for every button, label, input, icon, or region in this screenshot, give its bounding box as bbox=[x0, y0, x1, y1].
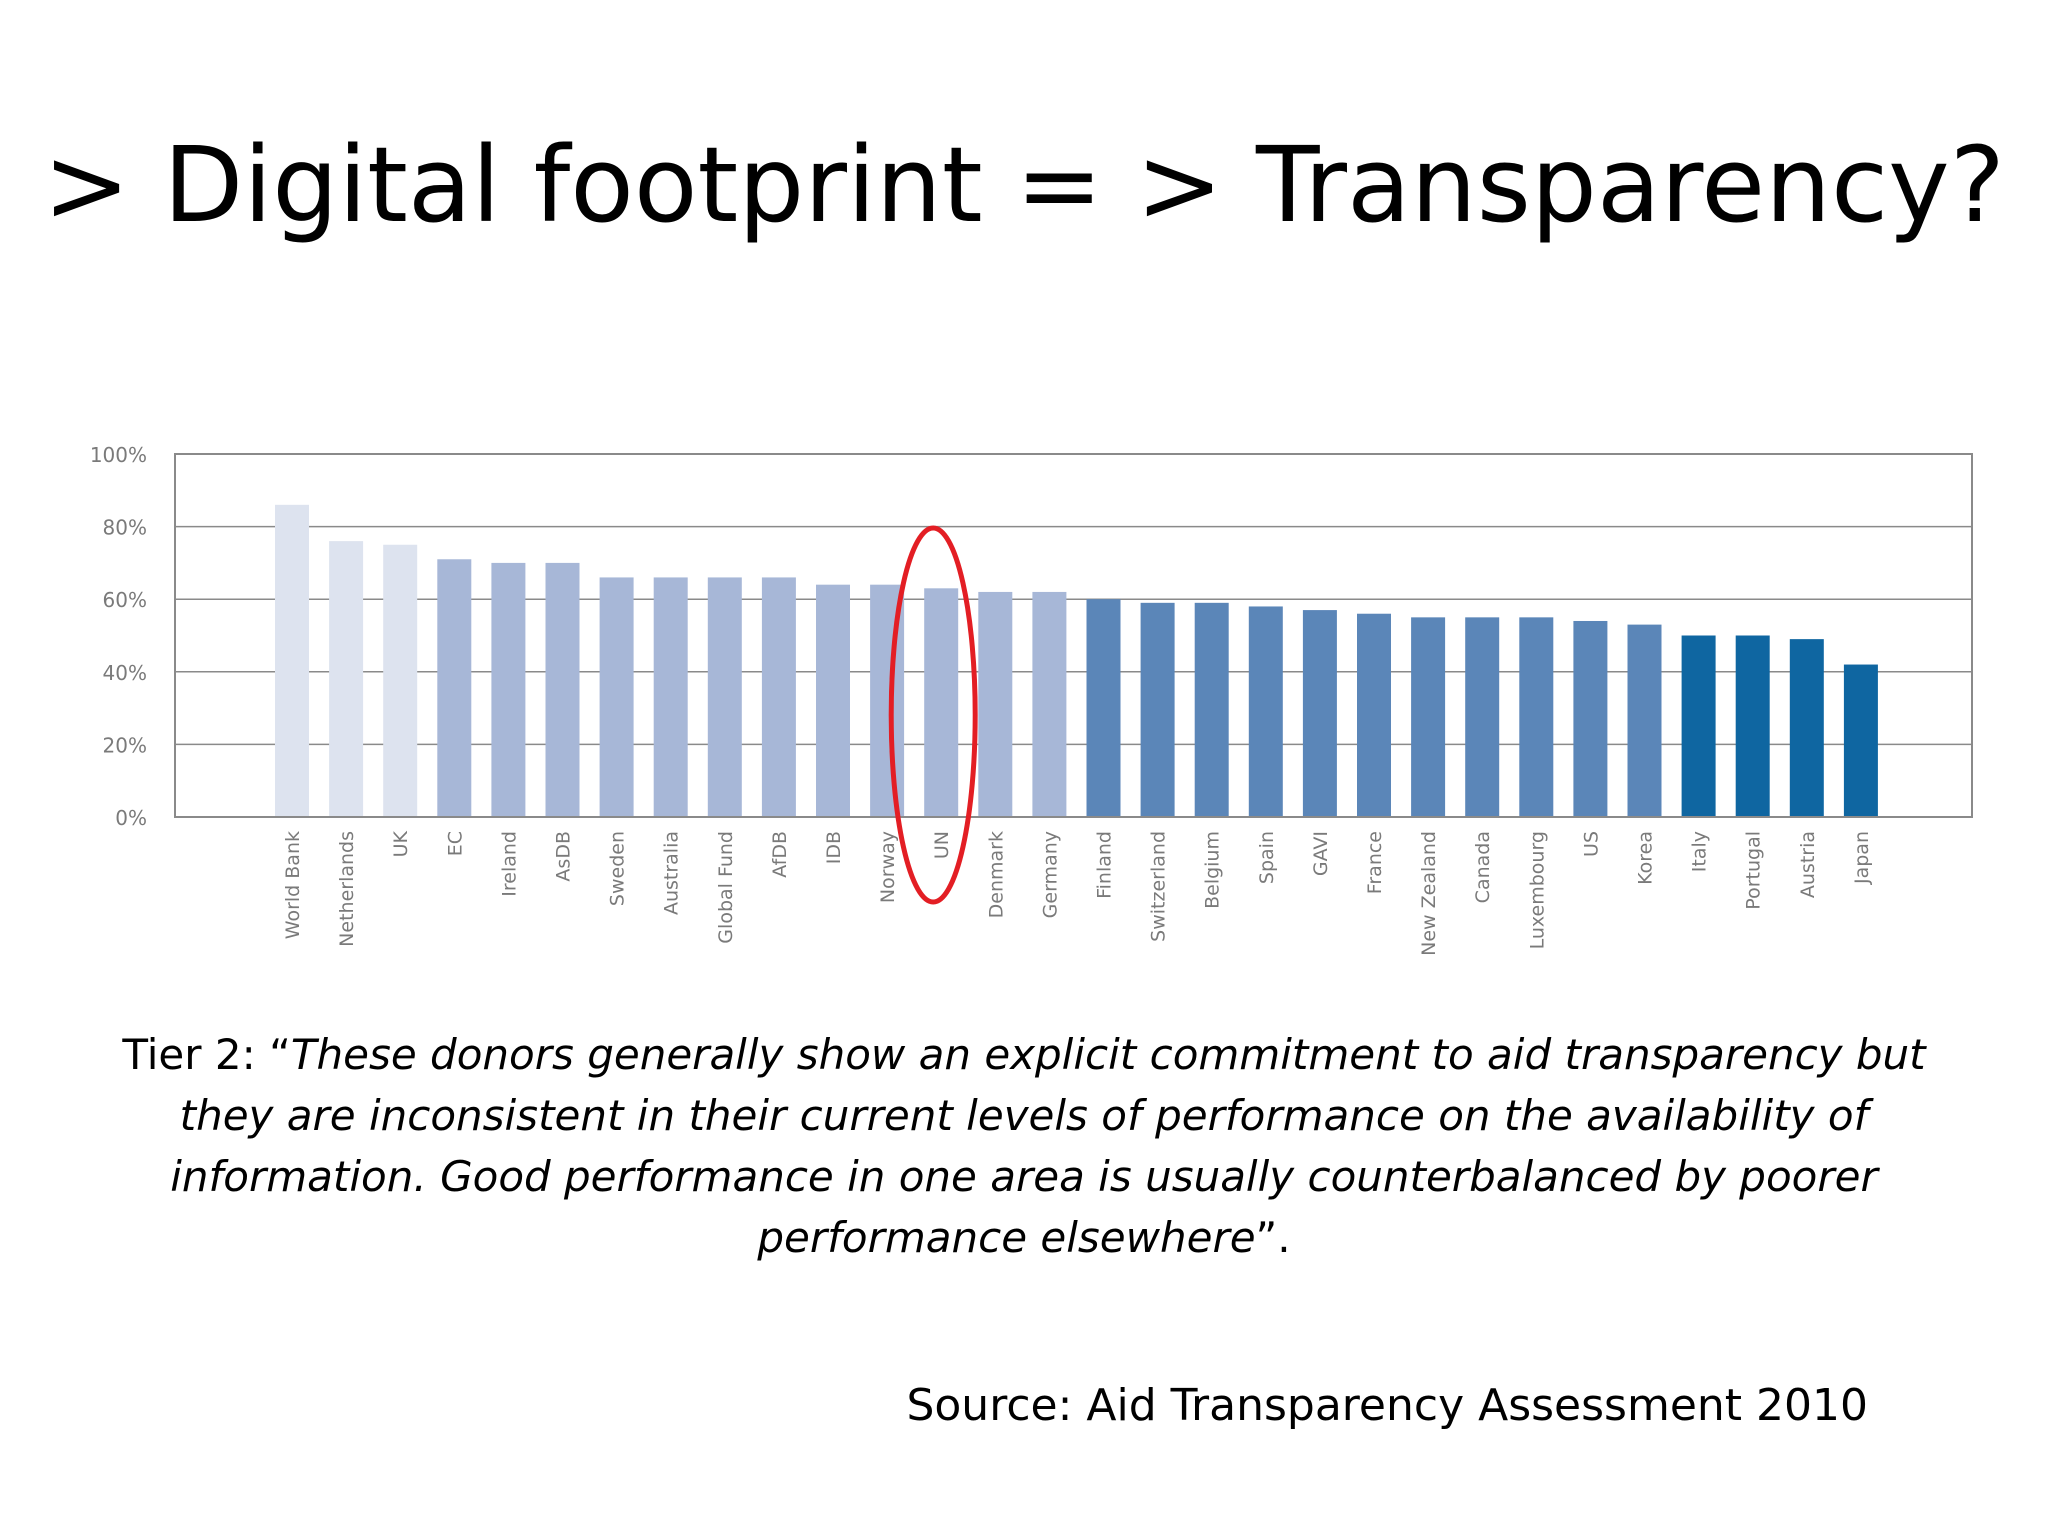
quote-prefix: Tier 2: “ bbox=[122, 1030, 291, 1079]
x-tick-label: Japan bbox=[1851, 831, 1873, 885]
bar-japan bbox=[1843, 664, 1878, 817]
x-tick-label: Belgium bbox=[1202, 831, 1224, 909]
bar-france bbox=[1357, 613, 1391, 817]
bar-idb bbox=[816, 584, 850, 817]
quote-text: These donors generally show an explicit … bbox=[170, 1030, 1926, 1262]
bar-portugal bbox=[1735, 635, 1770, 817]
x-tick-label: US bbox=[1580, 831, 1602, 857]
bar-global-fund bbox=[707, 577, 742, 817]
y-tick-label: 60% bbox=[103, 588, 147, 612]
x-tick-label: Austria bbox=[1797, 831, 1819, 898]
bar-spain bbox=[1248, 606, 1283, 817]
chart-bars bbox=[275, 504, 1878, 817]
x-tick-label: Netherlands bbox=[336, 831, 358, 947]
x-tick-label: Spain bbox=[1256, 831, 1278, 884]
highlight-circle bbox=[888, 525, 978, 905]
plot-frame bbox=[174, 453, 1973, 818]
x-tick-label: Canada bbox=[1472, 831, 1494, 903]
x-tick-label: Italy bbox=[1689, 831, 1711, 872]
bar-belgium bbox=[1194, 602, 1229, 817]
x-tick-label: France bbox=[1364, 831, 1386, 894]
source-citation: Source: Aid Transparency Assessment 2010 bbox=[906, 1380, 1868, 1431]
x-tick-label: Germany bbox=[1039, 831, 1061, 918]
bar-us bbox=[1573, 620, 1608, 817]
bar-new-zealand bbox=[1411, 617, 1446, 817]
x-tick-label: Denmark bbox=[985, 831, 1007, 918]
x-tick-label: Australia bbox=[661, 831, 683, 915]
y-tick-label: 80% bbox=[103, 516, 147, 540]
bar-switzerland bbox=[1140, 602, 1175, 817]
x-tick-label: UN bbox=[931, 831, 953, 859]
x-tick-label: Finland bbox=[1094, 831, 1116, 899]
bar-finland bbox=[1086, 599, 1121, 817]
x-tick-label: Ireland bbox=[498, 831, 520, 897]
x-tick-label: Portugal bbox=[1743, 831, 1765, 910]
y-tick-label: 40% bbox=[103, 661, 147, 685]
bar-world-bank bbox=[275, 504, 309, 817]
x-tick-label: Norway bbox=[877, 831, 899, 903]
x-tick-label: World Bank bbox=[282, 831, 304, 939]
y-tick-label: 100% bbox=[90, 443, 147, 467]
quote-suffix: ”. bbox=[1255, 1212, 1291, 1262]
x-tick-label: AfDB bbox=[769, 831, 791, 878]
x-tick-label: EC bbox=[444, 831, 466, 856]
x-tick-label: New Zealand bbox=[1418, 831, 1440, 956]
slide-title: > Digital footprint = > Transparency? bbox=[43, 124, 2005, 246]
x-tick-label: Korea bbox=[1635, 831, 1657, 885]
y-tick-label: 0% bbox=[115, 806, 147, 830]
bar-gavi bbox=[1302, 610, 1337, 817]
bar-asdb bbox=[545, 562, 580, 817]
tier-quote: Tier 2: “These donors generally show an … bbox=[120, 1025, 1928, 1269]
chart-gridlines bbox=[175, 525, 1972, 746]
x-tick-label: Sweden bbox=[607, 831, 629, 906]
bar-denmark bbox=[978, 591, 1013, 817]
bar-korea bbox=[1627, 624, 1662, 817]
x-tick-label: Global Fund bbox=[715, 831, 737, 944]
bar-un bbox=[924, 588, 959, 817]
x-tick-label: AsDB bbox=[553, 831, 575, 882]
x-tick-label: UK bbox=[390, 830, 412, 857]
x-tick-label: IDB bbox=[823, 831, 845, 864]
bar-afdb bbox=[761, 577, 796, 817]
chart-y-ticks: 0% 20% 40% 60% 80% 100% bbox=[90, 443, 147, 830]
bar-ireland bbox=[491, 562, 526, 817]
bar-luxembourg bbox=[1519, 617, 1554, 817]
bar-germany bbox=[1032, 591, 1067, 817]
bar-netherlands bbox=[329, 541, 364, 817]
transparency-bar-chart: 0% 20% 40% 60% 80% 100% World Bank Netherlands… bbox=[90, 443, 1973, 956]
bar-australia bbox=[653, 577, 688, 817]
bar-ec bbox=[437, 559, 472, 817]
bar-canada bbox=[1465, 617, 1500, 817]
bar-austria bbox=[1789, 639, 1824, 817]
bar-italy bbox=[1681, 635, 1716, 817]
bar-sweden bbox=[599, 577, 634, 817]
x-tick-label: Luxembourg bbox=[1526, 831, 1548, 949]
y-tick-label: 20% bbox=[103, 733, 147, 757]
x-tick-label: Switzerland bbox=[1148, 831, 1170, 942]
bar-uk bbox=[383, 544, 418, 817]
chart-x-ticks: World Bank Netherlands UK EC Ireland AsDB Swed… bbox=[282, 830, 1873, 955]
x-tick-label: GAVI bbox=[1310, 831, 1332, 876]
